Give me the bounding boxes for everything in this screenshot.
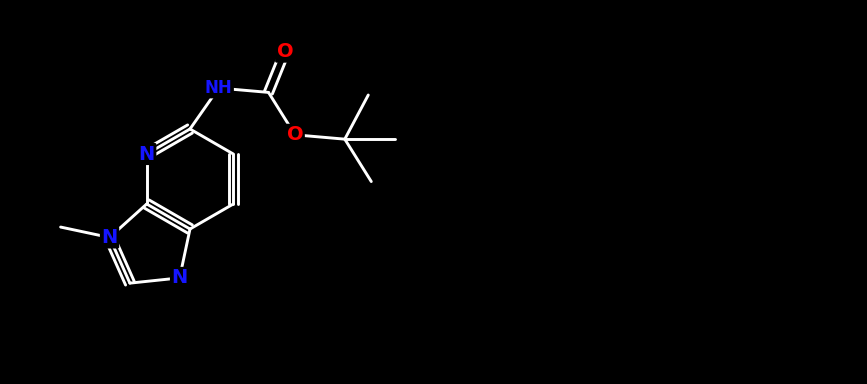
Text: O: O <box>277 42 293 61</box>
Text: N: N <box>101 228 118 247</box>
Text: N: N <box>172 268 188 287</box>
Text: O: O <box>287 125 303 144</box>
Text: N: N <box>139 144 155 164</box>
Text: NH: NH <box>205 79 232 97</box>
